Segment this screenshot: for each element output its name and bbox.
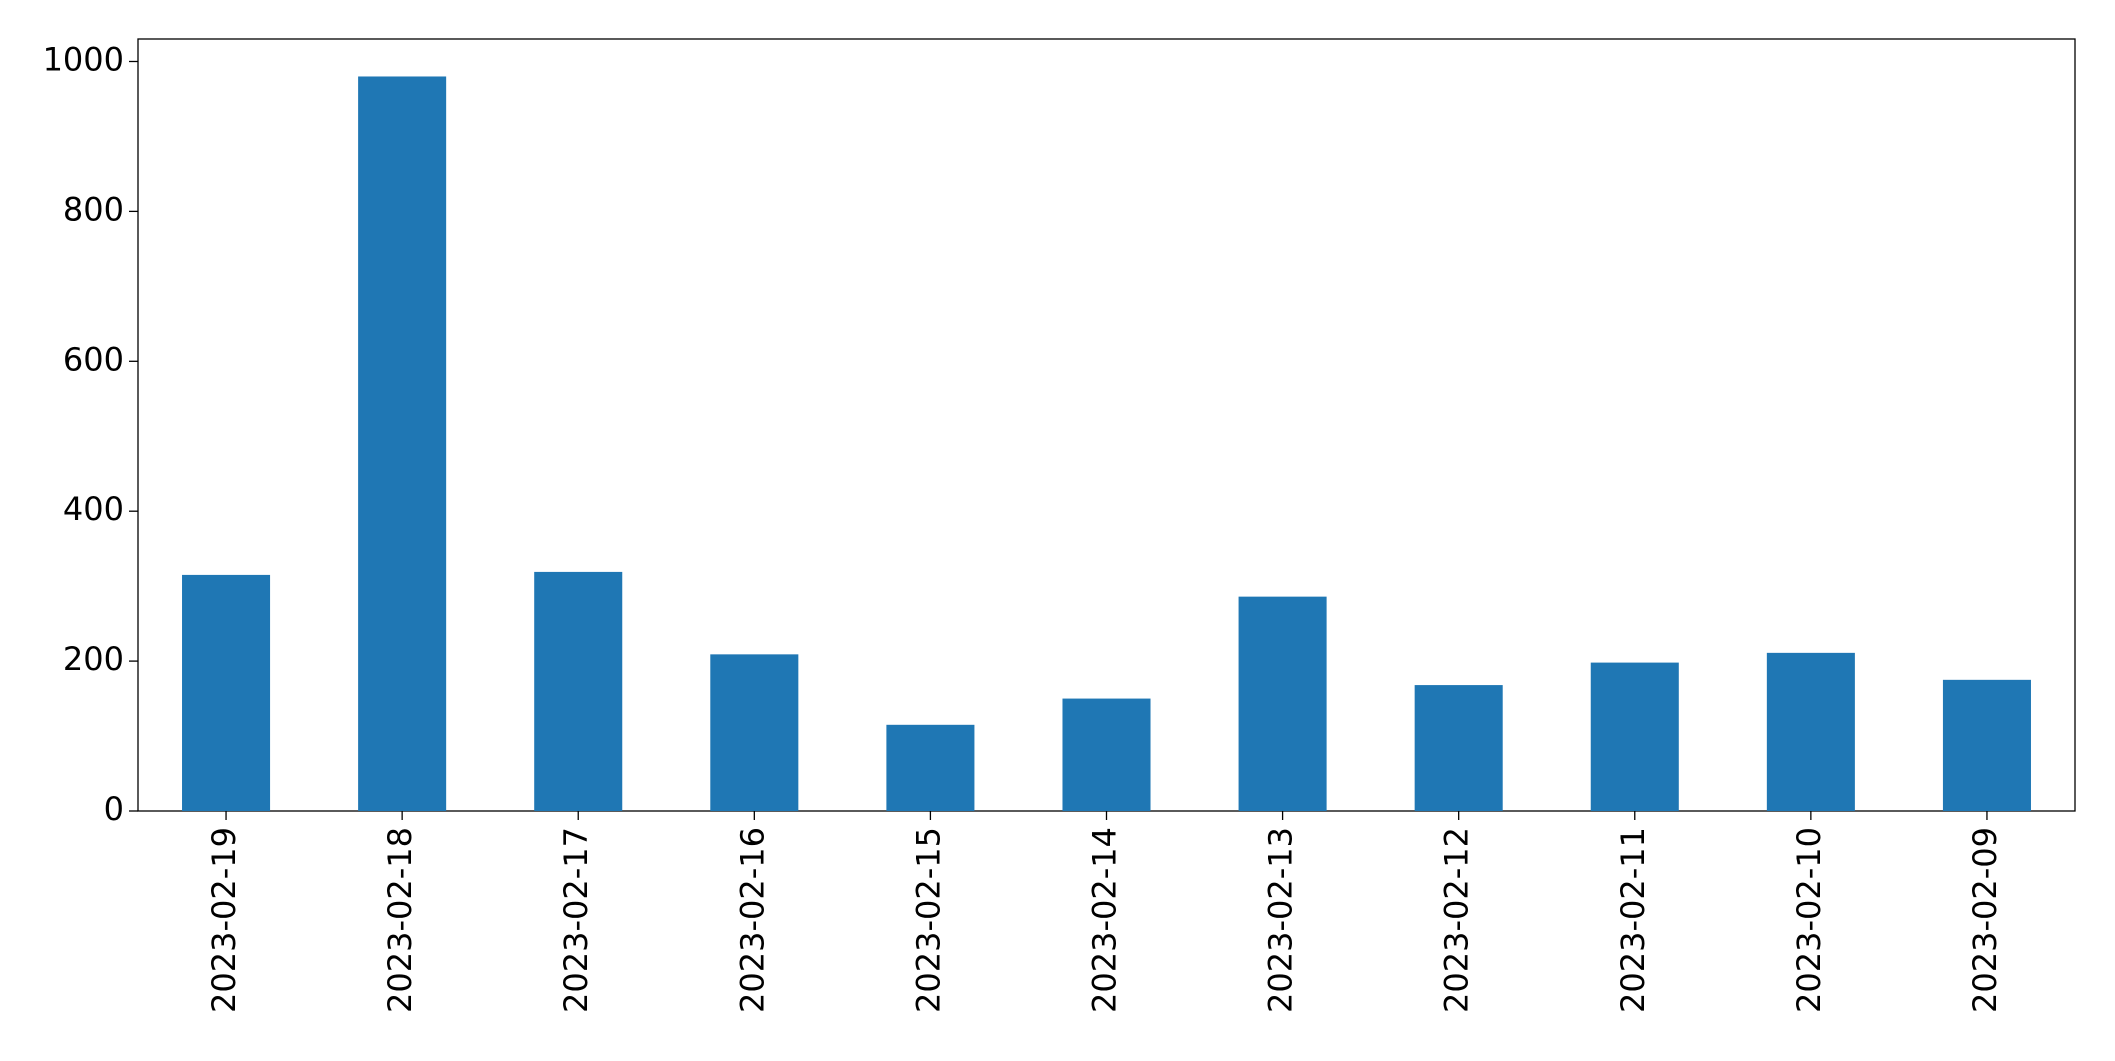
x-tick-label: 2023-02-10: [1790, 827, 1828, 1013]
bar: [1942, 679, 2031, 811]
x-tick-label: 2023-02-14: [1086, 827, 1124, 1013]
y-tick-label: 400: [63, 490, 124, 528]
x-tick-label: 2023-02-19: [205, 827, 243, 1013]
y-tick-label: 200: [63, 640, 124, 678]
x-tick-label: 2023-02-13: [1262, 827, 1300, 1013]
bar: [1238, 596, 1327, 811]
y-tick-label: 800: [63, 190, 124, 228]
x-tick-label: 2023-02-09: [1966, 827, 2004, 1013]
bar: [358, 76, 447, 812]
x-tick-label: 2023-02-12: [1438, 827, 1476, 1013]
x-tick-label: 2023-02-17: [557, 827, 595, 1013]
y-tick-label: 1000: [43, 40, 124, 78]
x-tick-label: 2023-02-16: [733, 827, 771, 1013]
y-tick-label: 0: [104, 790, 124, 828]
bar: [1414, 685, 1503, 811]
x-tick-label: 2023-02-18: [381, 827, 419, 1013]
bar: [182, 574, 271, 811]
x-tick-label: 2023-02-11: [1614, 827, 1652, 1013]
bar: [886, 724, 975, 811]
bar: [1590, 662, 1679, 811]
x-tick-label: 2023-02-15: [909, 827, 947, 1013]
bar: [1766, 652, 1855, 811]
bar: [1062, 698, 1151, 811]
y-tick-label: 600: [63, 340, 124, 378]
bar: [710, 654, 799, 811]
bar: [534, 571, 623, 811]
